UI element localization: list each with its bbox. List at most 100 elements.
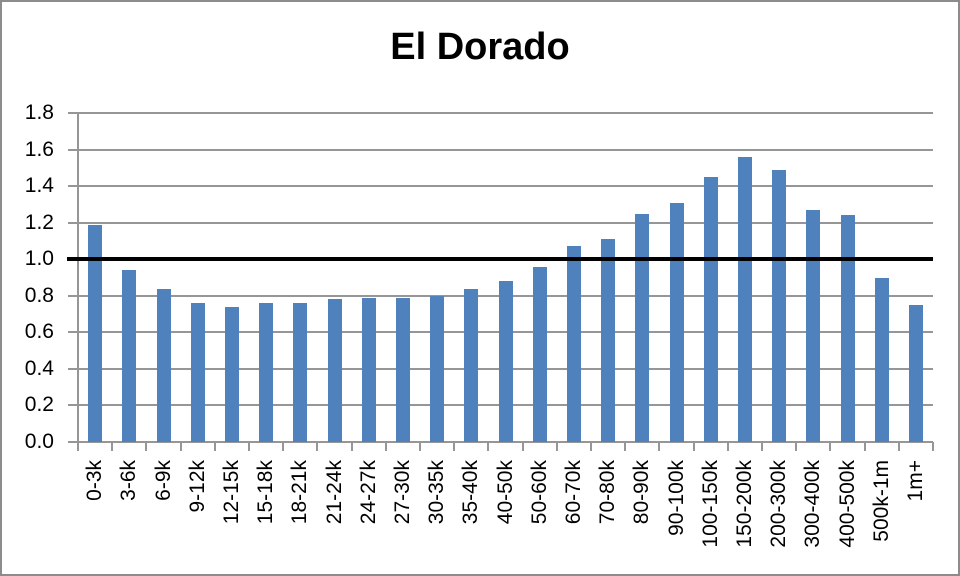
bar xyxy=(909,304,923,442)
x-axis-tick xyxy=(145,442,147,451)
x-axis-tick xyxy=(316,442,318,451)
x-tick-label: 21-24k xyxy=(323,460,346,525)
bar xyxy=(225,306,239,442)
x-axis-tick xyxy=(693,442,695,451)
bar xyxy=(191,303,205,442)
x-tick-label: 80-90k xyxy=(630,460,653,525)
bar xyxy=(499,281,513,442)
gridline xyxy=(78,112,933,114)
y-axis-tick xyxy=(68,112,78,114)
chart-title: El Dorado xyxy=(390,26,570,68)
y-axis-tick xyxy=(68,222,78,224)
x-tick-label: 15-18k xyxy=(254,460,277,525)
x-axis-line xyxy=(68,441,933,443)
x-axis-tick xyxy=(556,442,558,451)
bar xyxy=(772,169,786,442)
bar xyxy=(841,215,855,442)
y-axis-tick xyxy=(68,295,78,297)
x-tick-label: 12-15k xyxy=(220,460,243,525)
y-axis-tick xyxy=(68,185,78,187)
y-axis-tick xyxy=(68,331,78,333)
y-axis-tick xyxy=(68,368,78,370)
y-tick-label: 1.8 xyxy=(24,101,54,124)
x-tick-label: 70-80k xyxy=(596,460,619,525)
x-tick-label: 500k-1m xyxy=(870,460,893,542)
bar xyxy=(430,295,444,442)
reference-line xyxy=(67,257,933,262)
gridline xyxy=(78,149,933,151)
x-tick-label: 30-35k xyxy=(425,460,448,525)
y-tick-label: 0.0 xyxy=(24,430,54,453)
x-axis-tick xyxy=(829,442,831,451)
y-axis-line xyxy=(77,113,79,451)
x-axis-tick xyxy=(248,442,250,451)
x-axis-tick xyxy=(898,442,900,451)
bar xyxy=(875,277,889,442)
x-axis-tick xyxy=(214,442,216,451)
x-tick-label: 40-50k xyxy=(494,460,517,525)
x-tick-label: 100-150k xyxy=(699,460,722,548)
x-axis-tick xyxy=(727,442,729,451)
x-axis-tick xyxy=(761,442,763,451)
x-tick-label: 0-3k xyxy=(83,460,106,501)
x-tick-label: 400-500k xyxy=(836,460,859,548)
y-axis-tick xyxy=(68,149,78,151)
bar xyxy=(157,288,171,442)
x-axis-tick xyxy=(932,442,934,451)
bar xyxy=(122,270,136,442)
x-axis-tick xyxy=(351,442,353,451)
x-axis-tick xyxy=(487,442,489,451)
y-axis-tick xyxy=(68,404,78,406)
x-tick-label: 9-12k xyxy=(186,460,209,513)
bar xyxy=(259,303,273,442)
y-tick-label: 1.6 xyxy=(24,138,54,161)
bar xyxy=(670,202,684,442)
bar xyxy=(738,156,752,442)
y-tick-label: 0.2 xyxy=(24,393,54,416)
bar xyxy=(328,299,342,442)
x-axis-tick xyxy=(864,442,866,451)
x-tick-label: 1m+ xyxy=(904,460,927,502)
y-tick-label: 1.2 xyxy=(24,211,54,234)
y-tick-label: 1.4 xyxy=(24,174,54,197)
x-tick-label: 50-60k xyxy=(528,460,551,525)
y-tick-label: 0.4 xyxy=(24,357,54,380)
x-axis-tick xyxy=(111,442,113,451)
x-tick-label: 6-9k xyxy=(152,460,175,501)
x-axis-tick xyxy=(282,442,284,451)
bar xyxy=(704,177,718,442)
x-tick-label: 150-200k xyxy=(733,460,756,548)
x-tick-label: 60-70k xyxy=(562,460,585,525)
x-axis-tick xyxy=(180,442,182,451)
x-axis-tick xyxy=(658,442,660,451)
x-axis-tick xyxy=(795,442,797,451)
bar xyxy=(362,297,376,442)
x-tick-label: 90-100k xyxy=(665,460,688,536)
bar xyxy=(464,288,478,442)
x-axis-tick xyxy=(453,442,455,451)
x-tick-label: 27-30k xyxy=(391,460,414,525)
x-axis-tick xyxy=(590,442,592,451)
bar xyxy=(293,303,307,442)
y-tick-label: 1.0 xyxy=(24,247,54,270)
y-tick-label: 0.8 xyxy=(24,284,54,307)
bar xyxy=(88,224,102,442)
x-tick-label: 200-300k xyxy=(767,460,790,548)
bar xyxy=(533,266,547,442)
bar xyxy=(806,209,820,442)
bar xyxy=(601,239,615,442)
x-axis-tick xyxy=(385,442,387,451)
x-tick-label: 24-27k xyxy=(357,460,380,525)
x-axis-tick xyxy=(77,442,79,451)
gridline xyxy=(78,222,933,224)
gridline xyxy=(78,185,933,187)
x-axis-tick xyxy=(522,442,524,451)
x-axis-tick xyxy=(624,442,626,451)
y-tick-label: 0.6 xyxy=(24,320,54,343)
x-axis-tick xyxy=(419,442,421,451)
x-tick-label: 3-6k xyxy=(117,460,140,501)
x-tick-label: 18-21k xyxy=(288,460,311,525)
x-tick-label: 35-40k xyxy=(459,460,482,525)
